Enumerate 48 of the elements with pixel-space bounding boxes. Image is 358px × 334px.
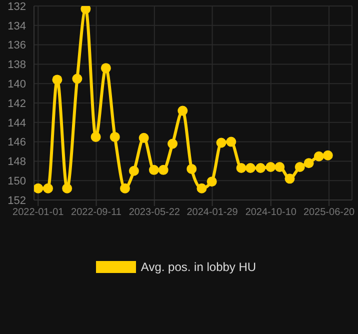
legend-label: Avg. pos. in lobby HU xyxy=(140,260,256,274)
point xyxy=(256,162,266,173)
point xyxy=(90,132,101,142)
x-tick-label: 2022-09-11 xyxy=(71,207,122,218)
point xyxy=(34,183,44,194)
point xyxy=(72,74,82,84)
y-tick-label: 144 xyxy=(8,117,26,130)
y-tick-label: 148 xyxy=(8,156,26,168)
x-tick-label: 2022-01-01 xyxy=(12,207,64,218)
y-tick-label: 136 xyxy=(8,40,26,52)
x-tick-label: 2023-05-22 xyxy=(128,207,180,218)
point xyxy=(186,164,197,174)
y-tick-label: 150 xyxy=(8,176,26,188)
y-tick-label: 152 xyxy=(8,194,26,207)
point xyxy=(148,164,159,175)
point xyxy=(178,106,188,116)
point xyxy=(216,138,226,148)
x-tick-label: 2024-01-29 xyxy=(186,207,238,218)
point xyxy=(120,183,130,194)
point xyxy=(62,183,72,194)
point xyxy=(168,138,178,149)
x-tick-label: 2025-06-20 xyxy=(303,207,356,218)
y-tick-label: 142 xyxy=(8,98,26,110)
point xyxy=(322,150,333,160)
y-tick-label: 140 xyxy=(8,78,26,91)
point xyxy=(266,162,276,172)
point xyxy=(196,183,207,194)
point xyxy=(245,162,256,173)
point xyxy=(100,63,111,74)
point xyxy=(128,166,139,176)
y-tick-label: 132 xyxy=(8,0,26,13)
y-tick-label: 134 xyxy=(8,20,26,32)
point xyxy=(226,136,236,147)
point xyxy=(274,162,285,172)
point xyxy=(206,176,217,187)
point xyxy=(52,74,62,85)
point xyxy=(110,132,120,142)
point xyxy=(294,162,305,172)
point xyxy=(158,164,168,175)
point xyxy=(284,174,295,184)
x-tick-label: 2024-10-10 xyxy=(245,207,297,218)
point xyxy=(43,183,54,194)
point xyxy=(314,151,324,162)
point xyxy=(138,132,149,143)
point xyxy=(236,162,246,173)
y-tick-label: 138 xyxy=(8,59,26,72)
y-tick-label: 146 xyxy=(8,136,26,149)
point xyxy=(304,158,314,168)
